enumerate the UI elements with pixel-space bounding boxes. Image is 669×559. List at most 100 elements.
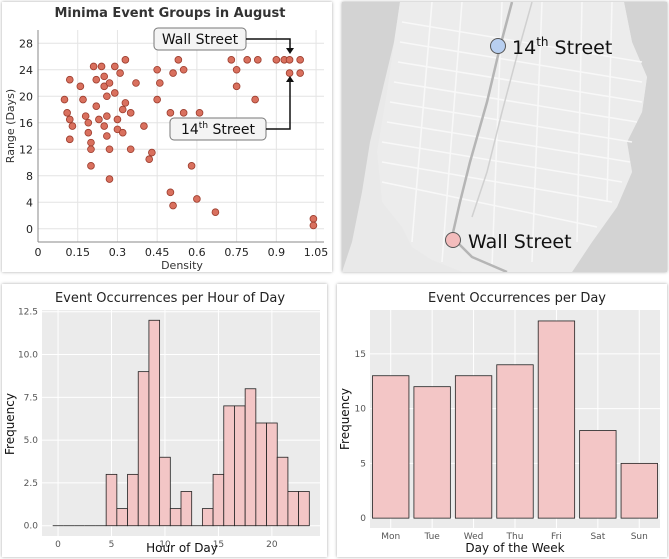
subway-line	[450, 2, 514, 272]
street-map: 14th Street Wall Street	[342, 2, 667, 272]
scatter-point	[169, 201, 177, 210]
scatter-point	[105, 145, 114, 154]
scatter-point	[193, 195, 201, 203]
hourly-xlabel: Hour of Day	[146, 541, 218, 555]
scatter-xtick: 0	[35, 246, 42, 259]
daily-bars	[372, 320, 658, 519]
daily-ylabel: Frequency	[338, 388, 352, 450]
hudson-river	[342, 2, 400, 272]
daily-xtick: Wed	[464, 532, 484, 542]
scatter-point	[68, 122, 77, 130]
hourly-bar	[234, 405, 246, 527]
scatter-point	[100, 72, 109, 81]
scatter-point	[285, 56, 294, 64]
scatter-points	[60, 56, 318, 230]
14th-street-map-label: 14th Street	[512, 35, 612, 59]
hourly-title: Event Occurrences per Hour of Day	[55, 291, 285, 306]
daily-bar	[372, 375, 410, 519]
hourly-ytick: 12.5	[18, 308, 38, 318]
scatter-panel: Minima Event Groups in August 0 4 8 12 16 20 2…	[2, 2, 332, 272]
scatter-xtick: 0.45	[145, 246, 170, 259]
daily-bar	[496, 364, 534, 519]
scatter-ytick: 12	[19, 143, 33, 156]
hourly-xtick: 0	[55, 540, 61, 550]
14th-label-sup: th	[536, 35, 548, 49]
scatter-xtick: 0.15	[65, 246, 90, 259]
scatter-point	[227, 56, 236, 64]
daily-bar	[413, 386, 451, 519]
street-grid	[381, 2, 643, 268]
scatter-point	[179, 109, 188, 117]
scatter-point	[103, 92, 111, 101]
scatter-xlabel: Density	[161, 259, 203, 272]
daily-panel: Event Occurrences per Day 0 5 10 15 Mon Tue We…	[337, 284, 667, 557]
hourly-bars	[52, 319, 310, 527]
scatter-point	[153, 65, 161, 74]
scatter-point	[148, 148, 156, 157]
daily-chart: Event Occurrences per Day 0 5 10 15 Mon Tue We…	[338, 291, 660, 555]
hourly-bar	[159, 456, 171, 527]
scatter-ytick: 16	[19, 117, 33, 130]
14th-label-rest: Street	[549, 37, 613, 59]
daily-ytick: 5	[360, 459, 366, 469]
scatter-point	[65, 75, 74, 84]
daily-ticks: 0 5 10 15 Mon Tue Wed Thu Fri Sat Sun	[355, 350, 648, 542]
daily-bar	[454, 375, 493, 519]
wall-street-marker[interactable]	[445, 232, 461, 248]
scatter-point	[251, 95, 259, 104]
14th-label-num: 14	[512, 37, 536, 59]
scatter-point	[89, 62, 98, 71]
daily-bar	[620, 462, 658, 519]
scatter-point	[116, 69, 124, 77]
scatter-point	[195, 109, 204, 117]
scatter-xtick: 0.75	[224, 246, 249, 259]
scatter-point	[79, 95, 87, 104]
scatter-point	[309, 215, 318, 223]
scatter-point	[179, 65, 188, 74]
hourly-bar	[255, 422, 267, 527]
scatter-point	[60, 95, 69, 104]
scatter-ytick: 28	[19, 37, 33, 50]
scatter-point	[140, 122, 148, 130]
scatter-xtick: 0.6	[188, 246, 206, 259]
scatter-point	[110, 62, 119, 71]
scatter-point	[187, 162, 196, 170]
daily-xtick: Tue	[423, 532, 440, 542]
scatter-point	[76, 82, 85, 91]
scatter-point	[113, 115, 122, 124]
scatter-point	[95, 115, 103, 124]
scatter-point	[118, 128, 127, 137]
svg-text:14th Street: 14th Street	[181, 121, 256, 138]
hourly-xtick: 5	[109, 540, 115, 550]
14th-annotation-num: 14	[181, 122, 199, 138]
daily-xlabel: Day of the Week	[465, 541, 564, 555]
daily-bar	[537, 320, 576, 519]
hourly-bar	[298, 491, 310, 527]
scatter-point	[92, 75, 101, 84]
14th-street-marker[interactable]	[490, 38, 506, 54]
daily-xtick: Thu	[506, 532, 524, 542]
scatter-point	[103, 132, 111, 140]
hourly-bar	[137, 371, 150, 527]
scatter-point	[65, 115, 74, 124]
hourly-bar	[116, 508, 128, 527]
scatter-point	[65, 135, 74, 144]
scatter-point	[126, 109, 135, 117]
hourly-bar	[287, 491, 300, 527]
hourly-bar	[244, 388, 257, 527]
scatter-point	[126, 145, 135, 154]
scatter-point	[87, 162, 95, 170]
scatter-point	[166, 188, 175, 197]
daily-xtick: Sat	[590, 532, 605, 542]
daily-bar	[579, 430, 617, 519]
hourly-bar	[169, 508, 182, 527]
scatter-point	[63, 109, 71, 117]
hourly-bar	[276, 456, 289, 527]
scatter-xtick: 0.9	[268, 246, 286, 259]
scatter-point	[132, 79, 140, 87]
daily-ytick: 0	[360, 514, 366, 524]
scatter-point	[232, 65, 241, 74]
hourly-ylabel: Frequency	[3, 393, 17, 455]
scatter-point	[156, 79, 164, 87]
daily-title: Event Occurrences per Day	[428, 291, 606, 306]
